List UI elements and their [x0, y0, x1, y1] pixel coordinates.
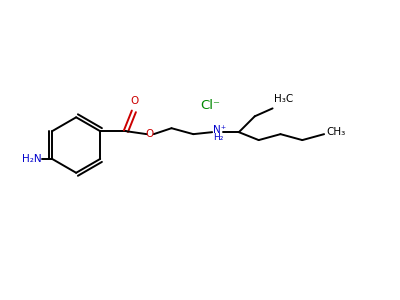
- Text: H₃C: H₃C: [274, 94, 293, 104]
- Text: N⁺: N⁺: [213, 125, 226, 135]
- Text: O: O: [131, 96, 139, 106]
- Text: CH₃: CH₃: [326, 127, 345, 137]
- Text: H₂N: H₂N: [22, 154, 41, 164]
- Text: H₂: H₂: [213, 133, 224, 142]
- Text: Cl⁻: Cl⁻: [200, 99, 220, 112]
- Text: O: O: [146, 129, 154, 139]
